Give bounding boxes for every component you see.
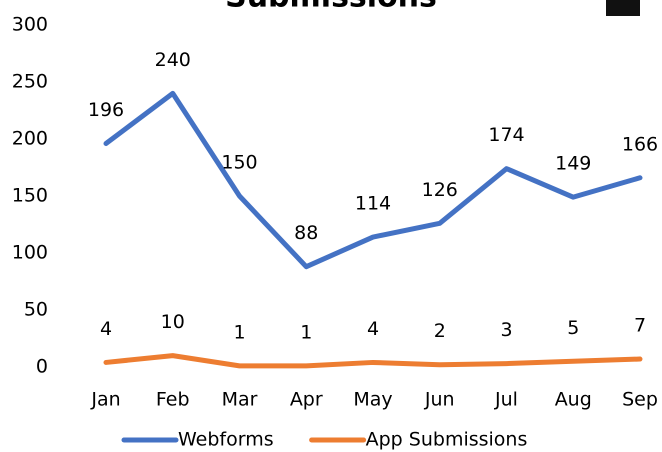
legend-label: Webforms [178,429,274,451]
line-series [103,353,643,369]
data-label: 126 [422,179,458,201]
data-label: 240 [155,49,191,71]
data-label: 1 [300,321,312,343]
data-label: 174 [488,124,524,146]
y-tick-label: 50 [24,299,48,321]
x-tick-label: Apr [290,389,323,411]
legend-label: App Submissions [366,429,528,451]
x-tick-label: Sep [622,389,658,411]
x-tick-label: Feb [156,389,190,411]
x-tick-label: May [353,389,392,411]
data-label: 7 [634,315,646,337]
data-label: 3 [500,319,512,341]
data-label: 166 [622,133,658,155]
data-label: 149 [555,153,591,175]
data-label: 2 [434,320,446,342]
x-tick-label: Jul [494,389,518,411]
y-tick-label: 0 [36,356,48,378]
data-label: 150 [221,152,257,174]
x-tick-label: Jun [424,389,455,411]
x-tick-label: Mar [222,389,258,411]
data-label: 5 [567,317,579,339]
y-tick-label: 150 [12,185,48,207]
x-tick-label: Jan [90,389,120,411]
y-tick-label: 100 [12,242,48,264]
data-label: 196 [88,99,124,121]
data-label: 88 [294,222,318,244]
data-label: 4 [100,318,112,340]
chart-title: Submissions [225,0,437,15]
x-tick-label: Aug [555,389,592,411]
data-label: 1 [233,321,245,343]
y-tick-label: 250 [12,71,48,93]
data-label: 10 [161,311,185,333]
y-tick-label: 200 [12,128,48,150]
data-label: 4 [367,318,379,340]
menu-icon[interactable] [606,0,640,16]
data-label: 114 [355,193,391,215]
line-series [103,90,643,270]
y-tick-label: 300 [12,14,48,36]
